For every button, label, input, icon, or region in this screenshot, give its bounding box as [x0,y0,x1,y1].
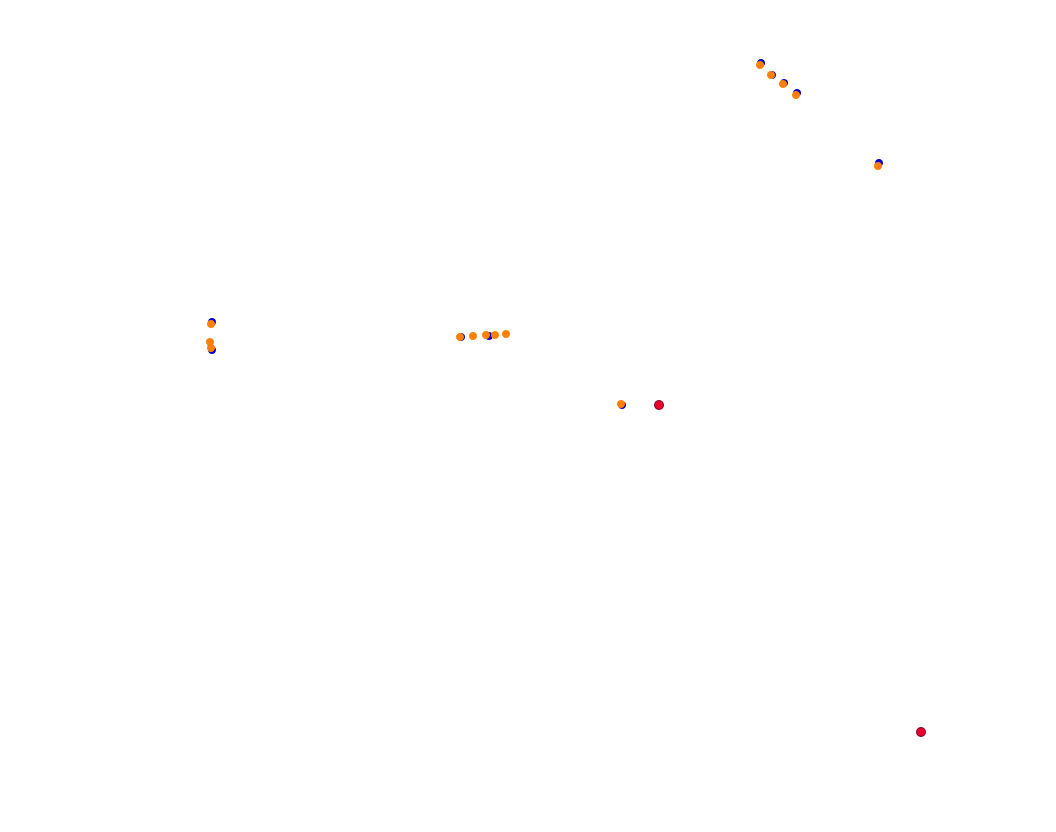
point-orange-13 [617,400,625,408]
point-orange-8 [456,333,464,341]
point-orange-11 [491,331,499,339]
series-blue [208,59,883,409]
point-red-1 [916,727,926,737]
point-orange-2 [779,80,787,88]
point-orange-5 [207,320,215,328]
series-orange [206,61,882,408]
point-orange-3 [792,91,800,99]
point-orange-4 [874,162,882,170]
series-red [654,400,926,737]
point-orange-9 [469,332,477,340]
point-red-0 [654,400,664,410]
point-orange-6 [206,338,214,346]
point-orange-12 [502,330,510,338]
point-orange-0 [756,61,764,69]
point-orange-1 [767,71,775,79]
point-orange-10 [482,331,490,339]
point-orange-7 [207,344,215,352]
